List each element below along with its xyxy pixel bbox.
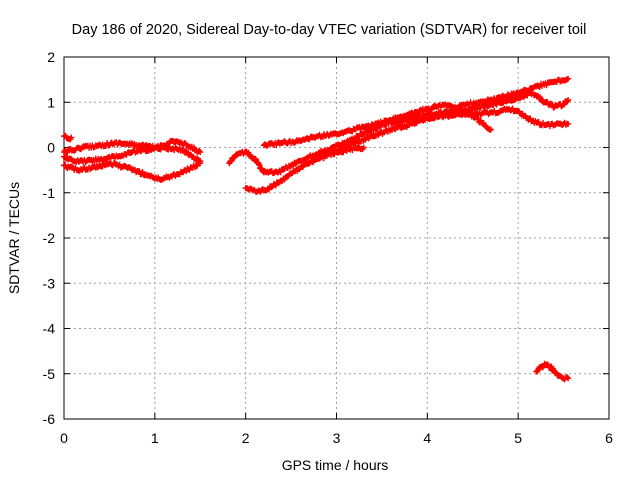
marker-run-track-g-1 xyxy=(280,137,302,147)
data-point-track-d-2 xyxy=(68,134,75,141)
marker-run-track-a-7 xyxy=(171,138,189,148)
marker-run-track-j-0 xyxy=(480,96,502,107)
data-point-track-a-9 xyxy=(197,149,204,156)
y-tick-label-7: 1 xyxy=(47,94,55,110)
marker-run-track-k-1 xyxy=(538,360,548,371)
y-tick-label-8: 2 xyxy=(47,49,55,65)
marker-run-track-i-12 xyxy=(552,119,570,129)
y-tick-label-1: -5 xyxy=(43,366,56,382)
y-tick-label-6: 0 xyxy=(47,140,55,156)
series-track-g xyxy=(260,101,494,149)
marker-run-track-i-4 xyxy=(461,109,484,118)
marker-run-track-a-2 xyxy=(98,139,121,150)
x-tick-label-6: 6 xyxy=(605,430,613,446)
marker-run-track-c-5 xyxy=(130,146,153,156)
data-point-track-g-16 xyxy=(487,126,494,133)
marker-run-track-j-1 xyxy=(498,94,520,104)
marker-run-track-f-3 xyxy=(270,174,289,189)
x-axis-label: GPS time / hours xyxy=(282,457,389,473)
marker-run-track-i-0 xyxy=(389,116,411,127)
y-tick-label-4: -2 xyxy=(43,230,56,246)
x-tick-label-1: 1 xyxy=(151,430,159,446)
data-point-track-k-7 xyxy=(565,375,572,382)
series-track-h xyxy=(315,144,367,159)
series-track-i xyxy=(388,105,572,130)
marker-run-track-a-0 xyxy=(62,144,84,156)
marker-run-track-b-0 xyxy=(62,161,80,173)
marker-run-track-c-0 xyxy=(62,154,76,164)
marker-run-track-i-5 xyxy=(480,107,502,118)
marker-run-track-j-5 xyxy=(543,99,557,111)
marker-run-track-d-1 xyxy=(65,135,74,143)
marker-run-track-j-7 xyxy=(561,98,571,108)
marker-run-track-h-1 xyxy=(325,147,339,157)
marker-run-track-i-2 xyxy=(425,112,448,122)
marker-run-track-c-8 xyxy=(180,146,203,164)
y-axis-label: SDTVAR / TECUs xyxy=(6,182,22,294)
series-track-j xyxy=(478,89,572,111)
marker-run-track-c-2 xyxy=(84,155,107,165)
y-tick-label-3: -3 xyxy=(43,275,56,291)
marker-run-track-e-6 xyxy=(289,154,312,169)
marker-run-track-h-3 xyxy=(348,144,366,154)
marker-run-track-f-19 xyxy=(552,76,570,86)
data-point-track-i-13 xyxy=(565,120,572,127)
marker-run-track-f-10 xyxy=(389,122,411,133)
tick-layer: 0 1 2 3 4 5 6 -6 -5 -4 -3 -2 -1 0 1 2 xyxy=(43,49,614,446)
data-point-track-f-20 xyxy=(565,75,572,82)
x-tick-label-3: 3 xyxy=(333,430,341,446)
marker-run-track-b-3 xyxy=(107,160,130,171)
marker-run-track-g-3 xyxy=(316,130,339,141)
x-tick-label-0: 0 xyxy=(60,430,68,446)
y-tick-label-5: -1 xyxy=(43,185,56,201)
marker-run-track-a-3 xyxy=(116,139,139,149)
data-point-track-c-9 xyxy=(197,158,204,165)
marker-run-track-b-7 xyxy=(166,168,184,181)
marker-run-track-d-0 xyxy=(61,132,70,141)
marker-run-track-i-3 xyxy=(443,110,466,120)
marker-run-track-c-1 xyxy=(71,156,89,166)
marker-run-track-c-4 xyxy=(116,149,134,160)
marker-run-track-f-2 xyxy=(261,183,275,194)
marker-run-track-g-4 xyxy=(334,125,357,138)
marker-run-track-g-5 xyxy=(352,121,375,133)
marker-run-track-k-6 xyxy=(561,374,570,383)
y-tick-label-2: -4 xyxy=(43,321,56,337)
marker-run-track-e-3 xyxy=(252,156,267,175)
x-tick-label-5: 5 xyxy=(514,430,522,446)
grid-layer xyxy=(64,57,609,419)
marker-run-track-c-3 xyxy=(103,152,121,162)
series-track-c xyxy=(61,143,204,166)
data-point-track-j-8 xyxy=(565,96,572,103)
series-track-d xyxy=(61,132,75,143)
marker-run-track-c-7 xyxy=(162,143,184,154)
y-tick-label-0: -6 xyxy=(43,411,56,427)
data-point-track-h-4 xyxy=(360,144,367,151)
series-layer xyxy=(61,75,572,383)
x-tick-label-4: 4 xyxy=(423,430,431,446)
marker-run-track-f-18 xyxy=(534,78,557,90)
marker-run-track-b-1 xyxy=(75,164,94,174)
series-track-k xyxy=(533,360,572,383)
marker-run-track-h-2 xyxy=(334,145,352,156)
x-tick-label-2: 2 xyxy=(242,430,250,446)
chart-title: Day 186 of 2020, Sidereal Day-to-day VTE… xyxy=(72,22,587,38)
marker-run-track-j-6 xyxy=(552,101,566,110)
marker-run-track-b-4 xyxy=(125,164,148,179)
